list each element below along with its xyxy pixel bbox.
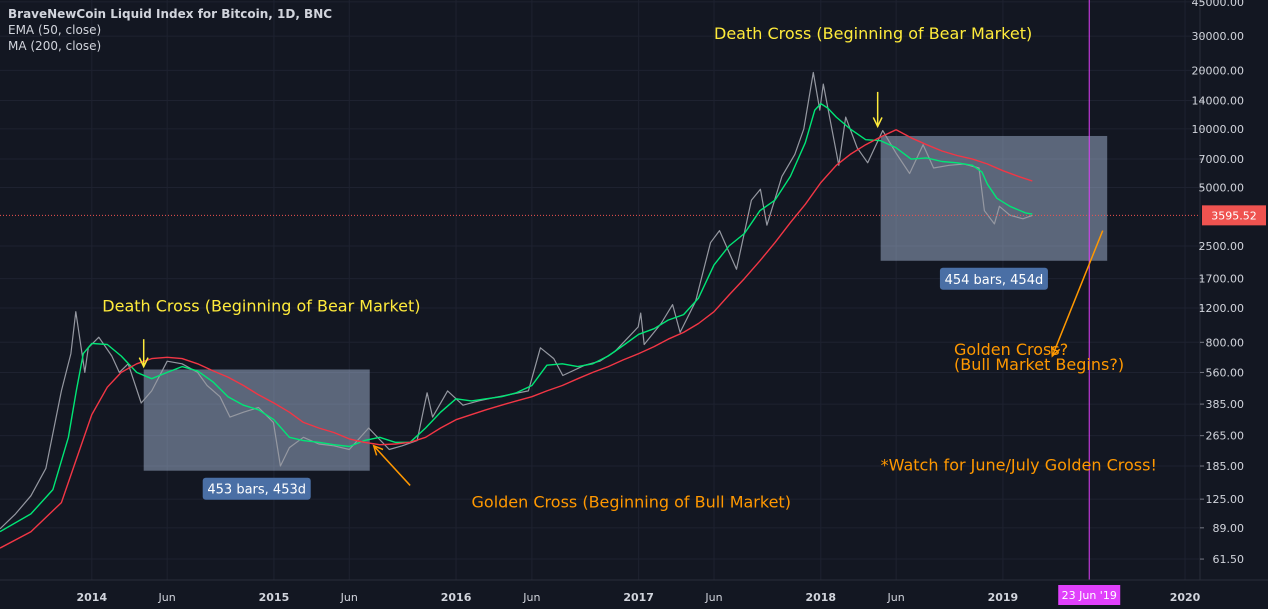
measure-label-bg xyxy=(202,477,311,500)
annotation-text: (Bull Market Begins?) xyxy=(954,355,1124,374)
current-price-tag xyxy=(1202,205,1266,226)
ma-line xyxy=(0,129,1033,549)
annotation-text: *Watch for June/July Golden Cross! xyxy=(881,456,1157,475)
measure-box xyxy=(143,369,370,471)
y-tick-label: 61.50 xyxy=(1213,553,1245,566)
x-tick-label: Jun xyxy=(158,591,176,604)
annotation-text: Golden Cross? xyxy=(954,340,1068,359)
chart-legend: BraveNewCoin Liquid Index for Bitcoin, 1… xyxy=(8,6,332,54)
annotation-arrowhead xyxy=(138,357,149,369)
x-tick-label: Jun xyxy=(340,591,358,604)
annotation-text: Death Cross (Beginning of Bear Market) xyxy=(102,297,420,316)
x-tick-label: 2017 xyxy=(623,591,654,604)
y-tick-label: 20000.00 xyxy=(1192,64,1245,77)
annotation-arrowhead xyxy=(872,117,883,129)
annotation-arrow xyxy=(373,445,411,486)
x-tick-label: 2020 xyxy=(1170,591,1201,604)
price-series-line xyxy=(0,71,1033,530)
y-tick-label: 125.00 xyxy=(1206,493,1245,506)
y-tick-label: 185.00 xyxy=(1206,460,1245,473)
y-tick-label: 800.00 xyxy=(1206,336,1245,349)
annotation-text: Golden Cross (Beginning of Bull Market) xyxy=(472,493,791,512)
date-marker-tag xyxy=(1058,585,1121,605)
y-tick-label: 1200.00 xyxy=(1199,302,1245,315)
measure-label-bg xyxy=(939,267,1048,290)
x-tick-label: Jun xyxy=(887,591,905,604)
chart-title: BraveNewCoin Liquid Index for Bitcoin, 1… xyxy=(8,7,333,21)
x-tick-label: 2014 xyxy=(76,591,107,604)
y-tick-label: 265.00 xyxy=(1206,430,1245,443)
annotation-text: Death Cross (Beginning of Bear Market) xyxy=(714,24,1032,43)
current-price-label: 3595.52 xyxy=(1211,209,1257,222)
y-tick-label: 30000.00 xyxy=(1192,30,1245,43)
x-tick-label: 2019 xyxy=(988,591,1019,604)
measure-label: 453 bars, 453d xyxy=(207,483,306,498)
price-axis-bg xyxy=(1200,0,1268,609)
x-tick-label: 2016 xyxy=(441,591,472,604)
legend-ma: MA (200, close) xyxy=(8,39,102,53)
x-tick-label: 2015 xyxy=(259,591,290,604)
y-tick-label: 5000.00 xyxy=(1199,181,1245,194)
y-tick-label: 45000.00 xyxy=(1192,0,1245,9)
legend-ema: EMA (50, close) xyxy=(8,23,102,37)
y-tick-label: 89.00 xyxy=(1213,522,1245,535)
x-tick-label: 2018 xyxy=(805,591,836,604)
x-tick-label: Jun xyxy=(522,591,540,604)
y-tick-label: 560.00 xyxy=(1206,366,1245,379)
annotation-arrowhead xyxy=(1050,346,1061,358)
date-marker-label: 23 Jun '19 xyxy=(1062,589,1117,602)
y-tick-label: 14000.00 xyxy=(1192,95,1245,108)
annotation-arrow xyxy=(1051,230,1104,357)
measure-box xyxy=(880,135,1108,261)
annotation-arrowhead xyxy=(372,444,384,456)
measure-label: 454 bars, 454d xyxy=(945,273,1044,288)
x-tick-label: Jun xyxy=(704,591,722,604)
y-tick-label: 7000.00 xyxy=(1199,153,1245,166)
y-tick-label: 10000.00 xyxy=(1192,123,1245,136)
time-axis-bg xyxy=(0,580,1268,609)
y-tick-label: 1700.00 xyxy=(1199,273,1245,286)
ema-line xyxy=(0,102,1033,533)
y-tick-label: 2500.00 xyxy=(1199,240,1245,253)
y-tick-label: 385.00 xyxy=(1206,398,1245,411)
